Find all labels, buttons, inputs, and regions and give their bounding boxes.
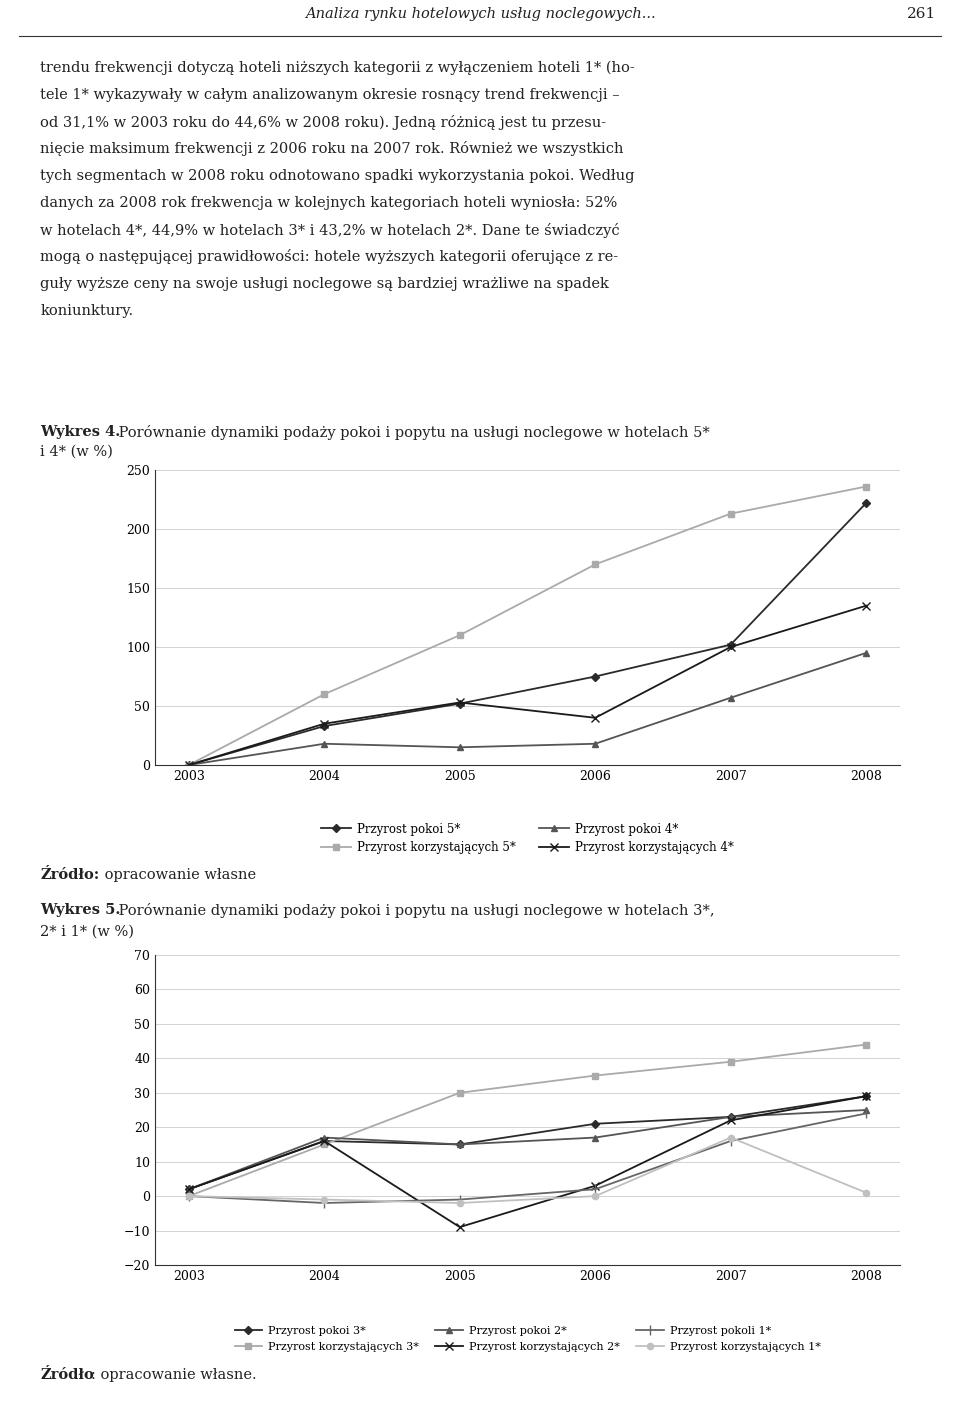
Przyrost korzystających 5* <box>319 686 330 703</box>
Przyrost pokoi 5* <box>319 718 330 735</box>
Przyrost pokoli 1* <box>183 1188 195 1205</box>
Text: opracowanie własne: opracowanie własne <box>100 868 256 882</box>
Text: tych segmentach w 2008 roku odnotowano spadki wykorzystania pokoi. Według: tych segmentach w 2008 roku odnotowano s… <box>40 169 635 183</box>
Przyrost pokoi 4* <box>319 736 330 753</box>
Przyrost korzystających 2* <box>454 1218 466 1235</box>
Text: danych za 2008 rok frekwencja w kolejnych kategoriach hoteli wyniosła: 52%: danych za 2008 rok frekwencja w kolejnyc… <box>40 196 617 210</box>
Przyrost korzystających 4* <box>183 756 195 773</box>
Przyrost pokoi 5* <box>454 695 466 712</box>
Line: Przyrost korzystających 1*: Przyrost korzystających 1* <box>185 1134 869 1207</box>
Przyrost korzystających 4* <box>725 638 736 655</box>
Przyrost pokoi 3* <box>860 1088 872 1105</box>
Przyrost pokoi 2* <box>589 1129 601 1146</box>
Text: 2* i 1* (w %): 2* i 1* (w %) <box>40 925 134 939</box>
Przyrost korzystających 5* <box>589 556 601 573</box>
Przyrost pokoi 4* <box>589 736 601 753</box>
Przyrost pokoi 3* <box>319 1133 330 1150</box>
Line: Przyrost korzystających 4*: Przyrost korzystających 4* <box>184 601 871 769</box>
Przyrost korzystających 2* <box>183 1181 195 1198</box>
Przyrost korzystających 3* <box>725 1054 736 1071</box>
Text: Źródło: Źródło <box>40 1368 94 1383</box>
Text: i 4* (w %): i 4* (w %) <box>40 445 113 459</box>
Przyrost korzystających 3* <box>183 1188 195 1205</box>
Przyrost korzystających 3* <box>860 1037 872 1054</box>
Przyrost korzystających 2* <box>589 1177 601 1194</box>
Przyrost korzystających 1* <box>183 1188 195 1205</box>
Text: : opracowanie własne.: : opracowanie własne. <box>91 1368 257 1383</box>
Przyrost pokoli 1* <box>725 1133 736 1150</box>
Przyrost korzystających 3* <box>319 1136 330 1153</box>
Przyrost korzystających 4* <box>860 597 872 614</box>
Przyrost pokoi 3* <box>454 1136 466 1153</box>
Line: Przyrost korzystających 5*: Przyrost korzystających 5* <box>185 484 869 769</box>
Line: Przyrost korzystających 2*: Przyrost korzystających 2* <box>184 1092 871 1231</box>
Przyrost pokoi 2* <box>860 1102 872 1119</box>
Przyrost pokoi 5* <box>589 668 601 685</box>
Przyrost korzystających 1* <box>319 1191 330 1208</box>
Line: Przyrost pokoli 1*: Przyrost pokoli 1* <box>184 1109 871 1208</box>
Line: Przyrost pokoi 5*: Przyrost pokoi 5* <box>185 501 869 769</box>
Text: Wykres 5.: Wykres 5. <box>40 903 121 917</box>
Przyrost korzystających 5* <box>860 478 872 495</box>
Przyrost pokoi 5* <box>725 637 736 654</box>
Przyrost pokoi 2* <box>454 1136 466 1153</box>
Legend: Przyrost pokoi 3*, Przyrost korzystających 3*, Przyrost pokoi 2*, Przyrost korzy: Przyrost pokoi 3*, Przyrost korzystający… <box>234 1326 821 1351</box>
Przyrost pokoi 3* <box>589 1116 601 1133</box>
Przyrost korzystających 5* <box>183 756 195 773</box>
Przyrost pokoi 2* <box>725 1109 736 1126</box>
Text: koniunktury.: koniunktury. <box>40 303 133 318</box>
Przyrost pokoi 5* <box>183 756 195 773</box>
Przyrost korzystających 5* <box>454 627 466 644</box>
Text: Analiza rynku hotelowych usług noclegowych...: Analiza rynku hotelowych usług noclegowy… <box>304 7 656 21</box>
Przyrost pokoi 2* <box>183 1181 195 1198</box>
Text: tele 1* wykazywały w całym analizowanym okresie rosnący trend frekwencji –: tele 1* wykazywały w całym analizowanym … <box>40 88 620 102</box>
Line: Przyrost pokoi 2*: Przyrost pokoi 2* <box>185 1106 870 1193</box>
Przyrost pokoi 5* <box>860 495 872 512</box>
Text: od 31,1% w 2003 roku do 44,6% w 2008 roku). Jedną różnicą jest tu przesu-: od 31,1% w 2003 roku do 44,6% w 2008 rok… <box>40 115 607 129</box>
Przyrost pokoi 4* <box>454 739 466 756</box>
Przyrost korzystających 1* <box>725 1129 736 1146</box>
Przyrost korzystających 2* <box>319 1133 330 1150</box>
Przyrost pokoli 1* <box>454 1191 466 1208</box>
Text: Wykres 4.: Wykres 4. <box>40 425 121 440</box>
Line: Przyrost korzystających 3*: Przyrost korzystających 3* <box>185 1041 869 1200</box>
Przyrost pokoi 4* <box>183 756 195 773</box>
Text: mogą o następującej prawidłowości: hotele wyższych kategorii oferujące z re-: mogą o następującej prawidłowości: hotel… <box>40 250 618 265</box>
Przyrost pokoi 4* <box>725 689 736 706</box>
Przyrost pokoli 1* <box>319 1194 330 1211</box>
Text: 261: 261 <box>907 7 936 21</box>
Przyrost pokoi 4* <box>860 644 872 661</box>
Text: Źródło:: Źródło: <box>40 868 100 882</box>
Przyrost pokoli 1* <box>860 1105 872 1122</box>
Text: guły wyższe ceny na swoje usługi noclegowe są bardziej wrażliwe na spadek: guły wyższe ceny na swoje usługi noclego… <box>40 277 610 291</box>
Przyrost korzystających 4* <box>589 709 601 726</box>
Przyrost korzystających 2* <box>860 1088 872 1105</box>
Text: w hotelach 4*, 44,9% w hotelach 3* i 43,2% w hotelach 2*. Dane te świadczyć: w hotelach 4*, 44,9% w hotelach 3* i 43,… <box>40 223 620 237</box>
Przyrost pokoi 3* <box>725 1109 736 1126</box>
Legend: Przyrost pokoi 5*, Przyrost korzystających 5*, Przyrost pokoi 4*, Przyrost korzy: Przyrost pokoi 5*, Przyrost korzystający… <box>322 822 733 855</box>
Text: Porównanie dynamiki podaży pokoi i popytu na usługi noclegowe w hotelach 3*,: Porównanie dynamiki podaży pokoi i popyt… <box>114 902 714 917</box>
Przyrost korzystających 1* <box>860 1184 872 1201</box>
Przyrost korzystających 4* <box>319 715 330 732</box>
Przyrost korzystających 5* <box>725 505 736 522</box>
Przyrost korzystających 2* <box>725 1112 736 1129</box>
Text: Porównanie dynamiki podaży pokoi i popytu na usługi noclegowe w hotelach 5*: Porównanie dynamiki podaży pokoi i popyt… <box>114 424 709 440</box>
Przyrost pokoli 1* <box>589 1181 601 1198</box>
Text: trendu frekwencji dotyczą hoteli niższych kategorii z wyłączeniem hoteli 1* (ho-: trendu frekwencji dotyczą hoteli niższyc… <box>40 61 636 75</box>
Przyrost korzystających 3* <box>454 1085 466 1102</box>
Przyrost korzystających 4* <box>454 693 466 710</box>
Przyrost pokoi 2* <box>319 1129 330 1146</box>
Line: Przyrost pokoi 3*: Przyrost pokoi 3* <box>185 1093 869 1193</box>
Przyrost korzystających 3* <box>589 1068 601 1085</box>
Line: Przyrost pokoi 4*: Przyrost pokoi 4* <box>185 649 870 769</box>
Przyrost korzystających 1* <box>589 1188 601 1205</box>
Przyrost korzystających 1* <box>454 1194 466 1211</box>
Przyrost pokoi 3* <box>183 1181 195 1198</box>
Text: nięcie maksimum frekwencji z 2006 roku na 2007 rok. Również we wszystkich: nięcie maksimum frekwencji z 2006 roku n… <box>40 142 624 156</box>
